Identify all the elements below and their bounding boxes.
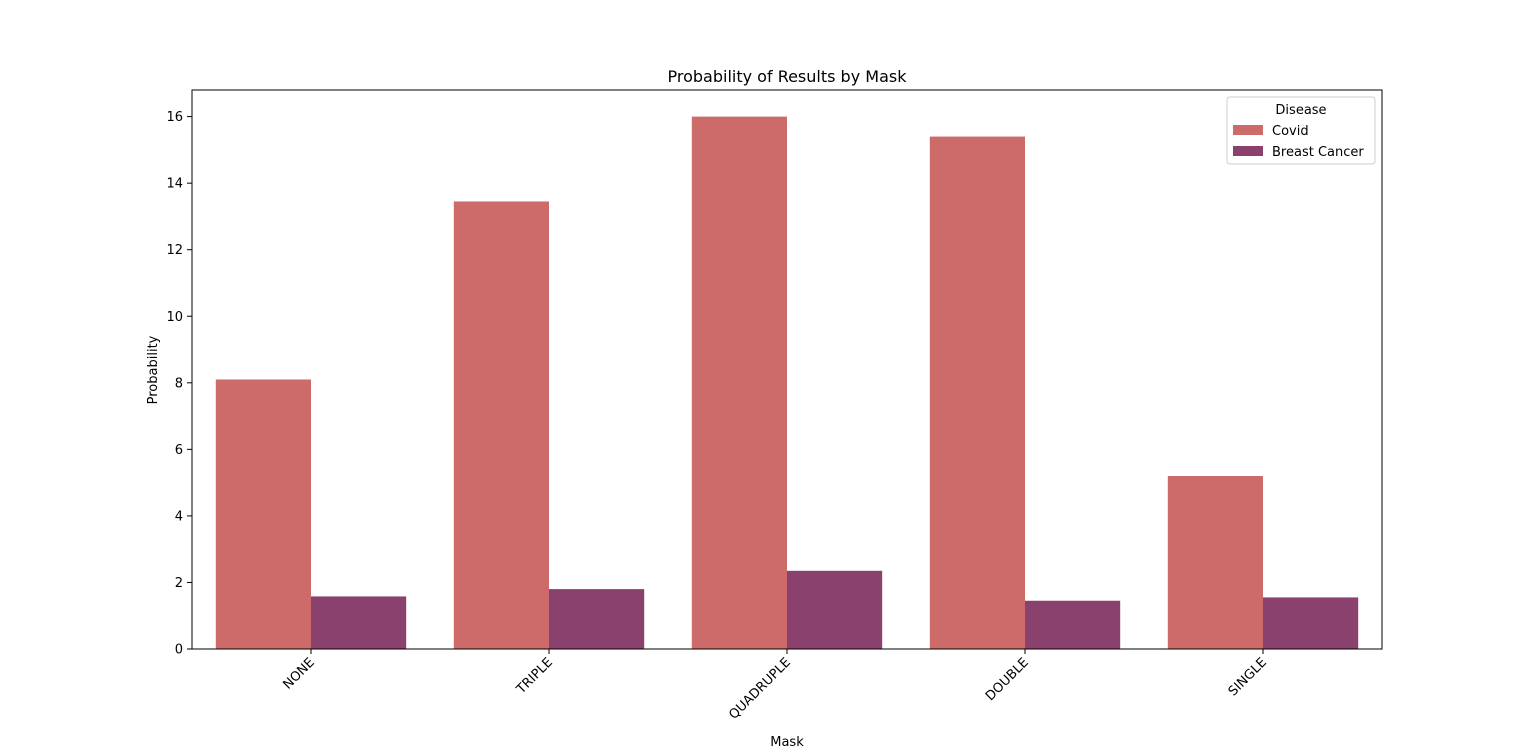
y-tick-label: 0 xyxy=(175,643,183,658)
y-tick-label: 14 xyxy=(166,177,183,192)
y-tick-label: 2 xyxy=(175,576,183,591)
x-tick-label-quadruple: QUADRUPLE xyxy=(726,655,794,723)
x-tick-label-none: NONE xyxy=(280,655,317,692)
x-tick-label-double: DOUBLE xyxy=(983,655,1032,704)
bar-covid-quadruple xyxy=(691,116,787,650)
bar-covid-none xyxy=(215,379,311,649)
legend-swatch-breast-cancer xyxy=(1233,146,1263,156)
y-axis: 0 2 4 6 8 10 12 14 16 xyxy=(166,110,192,658)
y-tick-label: 4 xyxy=(175,509,183,524)
y-tick-label: 8 xyxy=(175,376,183,391)
legend-swatch-covid xyxy=(1233,125,1263,135)
bar-covid-double xyxy=(929,136,1025,650)
x-tick-label-single: SINGLE xyxy=(1226,655,1270,699)
y-axis-title: Probability xyxy=(146,335,161,404)
legend-label-breast-cancer: Breast Cancer xyxy=(1272,145,1364,160)
chart-title: Probability of Results by Mask xyxy=(668,67,908,86)
bar-breast-cancer-none xyxy=(311,596,407,649)
y-tick-label: 6 xyxy=(175,443,183,458)
legend-title: Disease xyxy=(1275,103,1326,118)
bar-breast-cancer-quadruple xyxy=(787,570,883,649)
x-axis: NONE TRIPLE QUADRUPLE DOUBLE SINGLE xyxy=(280,649,1270,723)
legend-label-covid: Covid xyxy=(1272,124,1309,139)
bar-breast-cancer-double xyxy=(1025,600,1121,649)
x-axis-title: Mask xyxy=(770,735,804,750)
bars-group xyxy=(215,116,1359,650)
legend: Disease Covid Breast Cancer xyxy=(1226,96,1376,165)
x-tick-label-triple: TRIPLE xyxy=(513,655,556,698)
legend-box xyxy=(1226,96,1376,165)
bar-breast-cancer-triple xyxy=(549,589,645,649)
bar-covid-single xyxy=(1167,475,1263,649)
y-tick-label: 12 xyxy=(166,243,183,258)
y-tick-label: 10 xyxy=(166,310,183,325)
y-tick-label: 16 xyxy=(166,110,183,125)
bar-breast-cancer-single xyxy=(1263,597,1359,649)
bar-covid-triple xyxy=(453,201,549,649)
